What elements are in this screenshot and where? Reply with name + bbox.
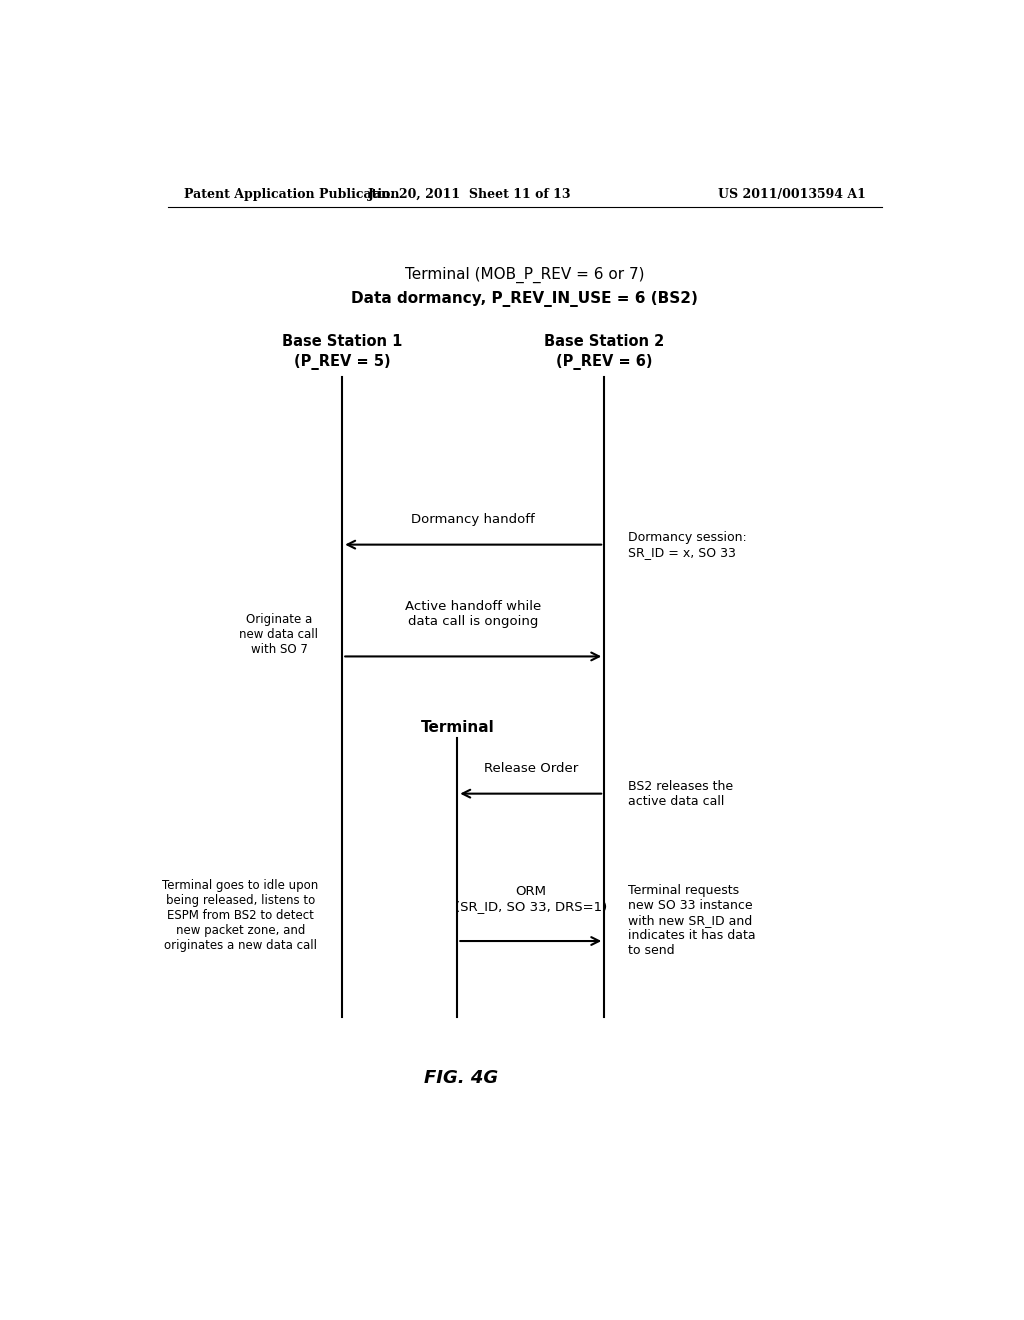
Text: Originate a
new data call
with SO 7: Originate a new data call with SO 7	[240, 612, 318, 656]
Text: Base Station 1: Base Station 1	[282, 334, 402, 348]
Text: (P_REV = 5): (P_REV = 5)	[294, 354, 390, 370]
Text: Release Order: Release Order	[483, 763, 578, 775]
Text: (P_REV = 6): (P_REV = 6)	[556, 354, 652, 370]
Text: Base Station 2: Base Station 2	[544, 334, 665, 348]
Text: Jan. 20, 2011  Sheet 11 of 13: Jan. 20, 2011 Sheet 11 of 13	[368, 189, 571, 202]
Text: Terminal goes to idle upon
being released, listens to
ESPM from BS2 to detect
ne: Terminal goes to idle upon being release…	[162, 879, 318, 952]
Text: Patent Application Publication: Patent Application Publication	[183, 189, 399, 202]
Text: Dormancy handoff: Dormancy handoff	[412, 513, 536, 527]
Text: FIG. 4G: FIG. 4G	[424, 1069, 499, 1088]
Text: US 2011/0013594 A1: US 2011/0013594 A1	[718, 189, 866, 202]
Text: Terminal requests
new SO 33 instance
with new SR_ID and
indicates it has data
to: Terminal requests new SO 33 instance wit…	[628, 884, 756, 957]
Text: Active handoff while
data call is ongoing: Active handoff while data call is ongoin…	[406, 601, 542, 628]
Text: ORM
(SR_ID, SO 33, DRS=1): ORM (SR_ID, SO 33, DRS=1)	[455, 884, 607, 912]
Text: Data dormancy, P_REV_IN_USE = 6 (BS2): Data dormancy, P_REV_IN_USE = 6 (BS2)	[351, 290, 698, 306]
Text: Dormancy session:
SR_ID = x, SO 33: Dormancy session: SR_ID = x, SO 33	[628, 531, 746, 558]
Text: Terminal: Terminal	[421, 721, 495, 735]
Text: BS2 releases the
active data call: BS2 releases the active data call	[628, 780, 733, 808]
Text: Terminal (MOB_P_REV = 6 or 7): Terminal (MOB_P_REV = 6 or 7)	[406, 267, 644, 284]
